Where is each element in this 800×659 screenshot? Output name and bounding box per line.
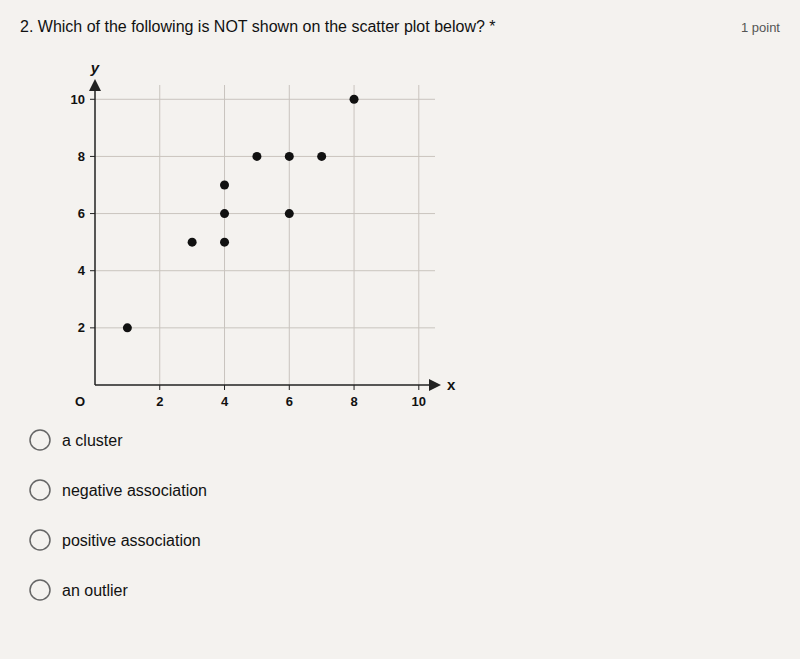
choice-label: an outlier bbox=[62, 582, 128, 599]
tick-label-y: 6 bbox=[78, 206, 85, 221]
grid-line-x bbox=[418, 85, 419, 385]
point bbox=[220, 209, 229, 218]
origin-label: O bbox=[75, 394, 85, 409]
radio-button bbox=[30, 530, 50, 550]
radio-button bbox=[30, 430, 50, 450]
point bbox=[285, 209, 294, 218]
point bbox=[317, 152, 326, 161]
tick-label-x: 8 bbox=[350, 394, 357, 409]
tick-label-y: 2 bbox=[78, 320, 85, 335]
chart: 2. Which of the following is NOT shown o… bbox=[0, 0, 800, 659]
grid-line-x bbox=[159, 85, 160, 385]
x-axis-line bbox=[95, 384, 435, 386]
radio-button bbox=[30, 480, 50, 500]
point bbox=[220, 238, 229, 247]
y-axis-line bbox=[94, 85, 96, 385]
tick-label-x: 2 bbox=[156, 394, 163, 409]
point bbox=[350, 95, 359, 104]
tick-label-y: 4 bbox=[78, 263, 86, 278]
grid bbox=[95, 85, 435, 385]
grid-line-y bbox=[95, 213, 435, 214]
choice-label: positive association bbox=[62, 532, 201, 549]
grid-line-y bbox=[95, 327, 435, 328]
tick-label-x: 6 bbox=[286, 394, 293, 409]
tick-label-y: 8 bbox=[78, 149, 85, 164]
grid-line-y bbox=[95, 270, 435, 271]
point bbox=[285, 152, 294, 161]
tick-label-x: 4 bbox=[221, 394, 229, 409]
grid-line-y bbox=[95, 99, 435, 100]
choice-label: a cluster bbox=[62, 432, 123, 449]
point bbox=[188, 238, 197, 247]
grid-line-x bbox=[224, 85, 225, 385]
choice-label: negative association bbox=[62, 482, 207, 499]
x-axis-label: x bbox=[447, 376, 456, 393]
grid-line-x bbox=[289, 85, 290, 385]
points-note: 1 point bbox=[741, 20, 780, 35]
point bbox=[220, 181, 229, 190]
tick-label-x: 10 bbox=[412, 394, 426, 409]
point bbox=[252, 152, 261, 161]
points bbox=[123, 95, 359, 333]
point bbox=[123, 323, 132, 332]
grid-line-x bbox=[354, 85, 355, 385]
tick-label-y: 10 bbox=[71, 92, 85, 107]
y-axis-label: y bbox=[90, 59, 100, 76]
axes: 2 4 6 8 10 2 4 6 8 10 x y O bbox=[71, 59, 456, 409]
title: 2. Which of the following is NOT shown o… bbox=[20, 18, 496, 35]
choices: a cluster negative association positive as… bbox=[30, 430, 207, 600]
radio-button bbox=[30, 580, 50, 600]
grid-line-y bbox=[95, 156, 435, 157]
